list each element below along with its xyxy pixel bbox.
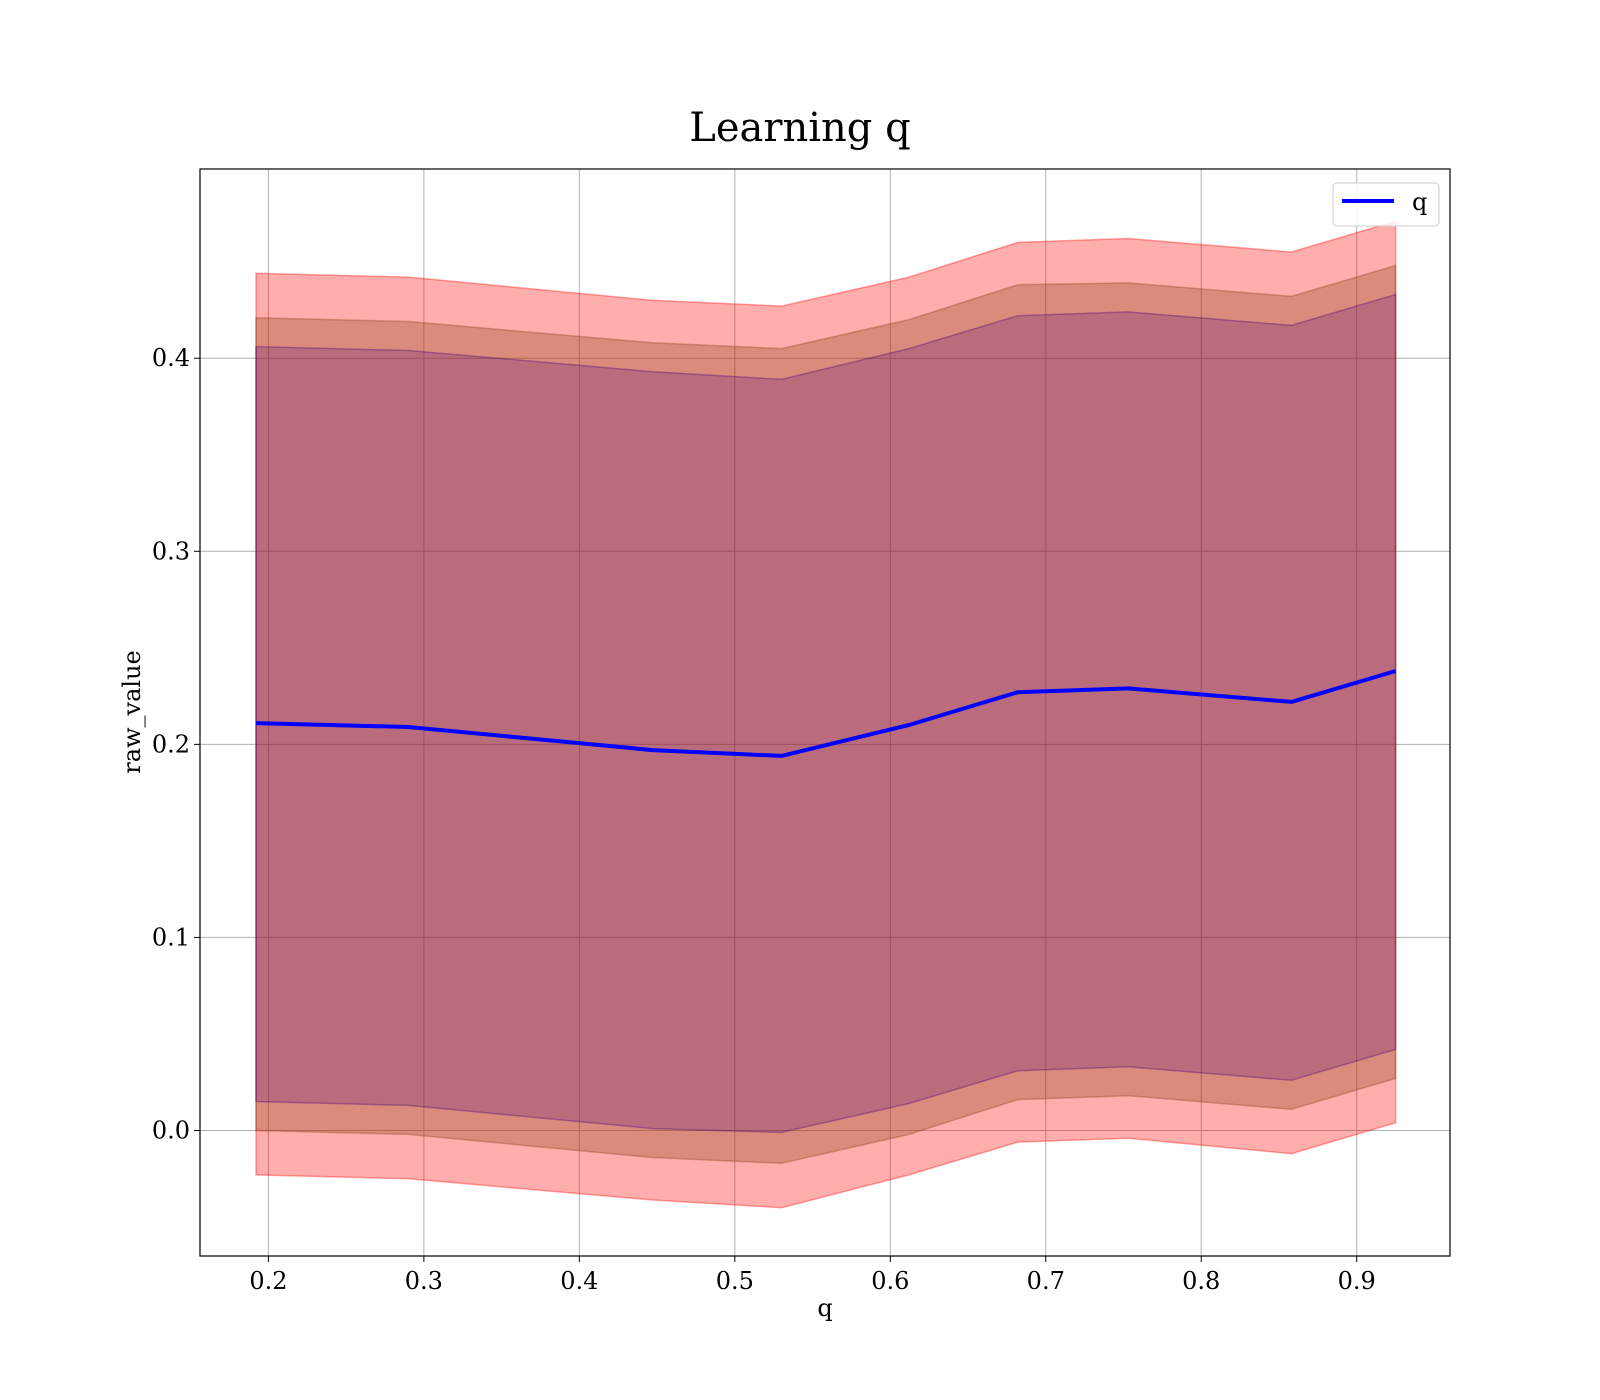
x-tick-label: 0.3	[405, 1267, 443, 1295]
grid	[200, 169, 1450, 1256]
y-tick-label: 0.1	[152, 923, 190, 951]
data-point	[652, 750, 653, 751]
x-tick-label: 0.9	[1338, 1267, 1376, 1295]
legend: q	[1332, 182, 1440, 227]
x-axis-ticks: 0.2 0.3 0.4 0.5 0.6 0.7 0.8 0.9	[249, 1256, 1376, 1295]
x-axis-label: q	[817, 1294, 832, 1322]
y-tick-label: 0.0	[152, 1117, 190, 1145]
confidence-bands	[255, 220, 1397, 1209]
confidence-band-2	[255, 264, 1397, 1165]
y-tick-label: 0.4	[152, 344, 190, 372]
x-tick-label: 0.5	[716, 1267, 754, 1295]
y-tick-label: 0.3	[152, 537, 190, 565]
legend-label-q: q	[1412, 188, 1427, 216]
data-point	[1017, 692, 1018, 693]
data-point	[1291, 701, 1292, 702]
data-point	[781, 755, 782, 756]
chart-title: Learning q	[689, 105, 910, 151]
data-point	[408, 726, 409, 727]
x-tick-label: 0.7	[1027, 1267, 1065, 1295]
x-tick-label: 0.2	[249, 1267, 287, 1295]
x-tick-label: 0.6	[871, 1267, 909, 1295]
series-line-q	[255, 669, 1397, 758]
y-axis-label: raw_value	[118, 650, 146, 774]
data-point	[255, 723, 256, 724]
x-tick-label: 0.8	[1182, 1267, 1220, 1295]
plot-frame	[199, 168, 1451, 1257]
data-point	[908, 725, 909, 726]
x-tick-label: 0.4	[560, 1267, 598, 1295]
data-point	[1128, 688, 1129, 689]
data-point	[1395, 670, 1396, 671]
y-tick-label: 0.2	[152, 730, 190, 758]
series-lines	[255, 669, 1397, 758]
confidence-band-1	[255, 220, 1397, 1209]
y-axis-ticks: 0.0 0.1 0.2 0.3 0.4	[152, 344, 200, 1145]
confidence-band-3	[255, 293, 1397, 1134]
legend-box	[1332, 182, 1440, 227]
